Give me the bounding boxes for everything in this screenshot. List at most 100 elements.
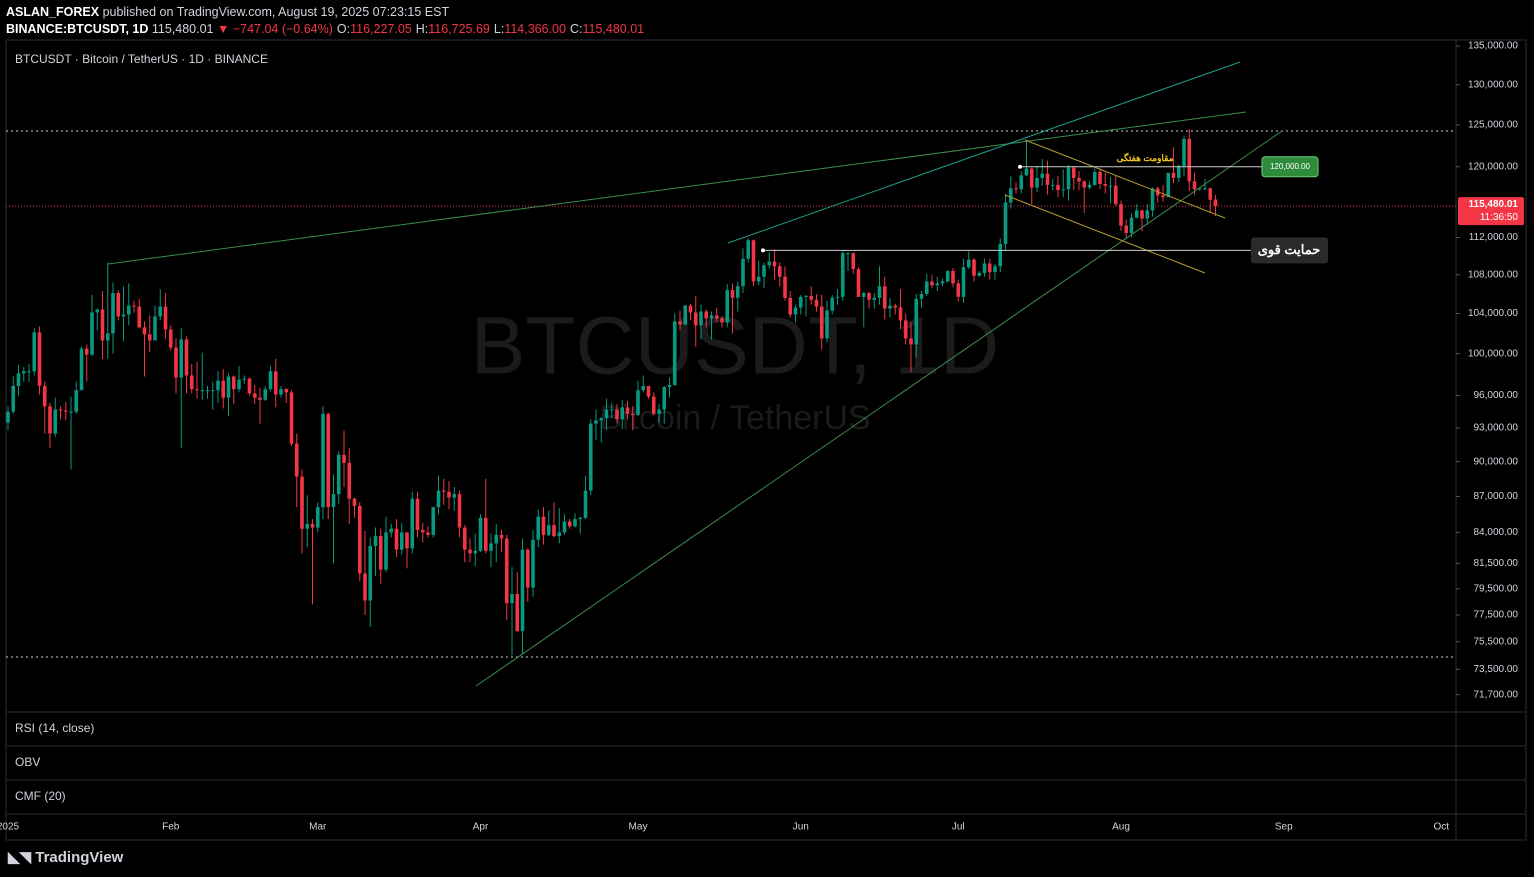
y-tick-label: 84,000.00 bbox=[1474, 527, 1519, 538]
trend-line bbox=[107, 111, 1247, 265]
price-tag bbox=[1458, 197, 1524, 226]
candle-body bbox=[777, 266, 782, 277]
candle-body bbox=[195, 389, 199, 391]
x-tick-label: Apr bbox=[473, 822, 489, 833]
candle-body bbox=[678, 321, 682, 325]
candle-body bbox=[168, 329, 173, 348]
candle-body bbox=[552, 525, 556, 537]
candle-body bbox=[473, 550, 478, 554]
candle-body bbox=[1082, 181, 1087, 188]
footer-logo: ◣◥ TradingView bbox=[8, 849, 124, 866]
candle-body bbox=[1077, 177, 1081, 182]
ohlc-key: O: bbox=[336, 22, 351, 36]
candle-body bbox=[415, 498, 420, 530]
candle-body bbox=[326, 413, 331, 508]
y-tick-label: 120,000.00 bbox=[1468, 161, 1518, 172]
candle-body bbox=[867, 292, 871, 300]
candle-body bbox=[966, 259, 971, 268]
candle-body bbox=[153, 316, 157, 341]
candle-body bbox=[1166, 172, 1171, 198]
candle-body bbox=[126, 305, 131, 315]
candle-body bbox=[683, 305, 688, 325]
ohlc-key: H: bbox=[415, 22, 429, 36]
candle-body bbox=[1119, 204, 1123, 226]
candle-body bbox=[625, 407, 630, 414]
chart-title: BTCUSDT · Bitcoin / TetherUS · 1D · BINA… bbox=[15, 52, 268, 66]
candle-body bbox=[273, 371, 278, 395]
candle-body bbox=[363, 573, 367, 601]
candle-body bbox=[525, 549, 530, 588]
candle-body bbox=[447, 491, 451, 498]
candle-body bbox=[662, 387, 667, 410]
candle-body bbox=[772, 261, 777, 267]
candle-body bbox=[48, 406, 52, 434]
candle-body bbox=[1061, 189, 1066, 191]
candle-body bbox=[79, 348, 84, 391]
candle-body bbox=[840, 253, 845, 297]
candle-body bbox=[636, 390, 640, 415]
candle-body bbox=[1008, 188, 1013, 203]
candle-body bbox=[536, 516, 541, 540]
candle-body bbox=[1035, 177, 1039, 188]
candle-body bbox=[604, 409, 609, 419]
candle-body bbox=[1108, 185, 1113, 187]
candle-body bbox=[478, 517, 483, 551]
ohlc-key: C: bbox=[569, 22, 583, 36]
candle-body bbox=[987, 263, 992, 272]
candle-body bbox=[284, 389, 289, 393]
y-tick-label: 73,500.00 bbox=[1474, 664, 1519, 675]
candle-body bbox=[342, 454, 346, 463]
candle-body bbox=[200, 390, 205, 392]
candle-body bbox=[788, 297, 793, 315]
candle-body bbox=[189, 375, 194, 390]
candle-body bbox=[336, 454, 341, 495]
indicator-label: OBV bbox=[15, 755, 40, 769]
candle-body bbox=[893, 305, 898, 308]
candle-body bbox=[630, 413, 635, 415]
candle-body bbox=[1134, 210, 1139, 218]
candle-body bbox=[583, 490, 588, 518]
candle-body bbox=[368, 545, 373, 601]
candle-body bbox=[1019, 175, 1024, 190]
candle-body bbox=[489, 543, 493, 551]
candle-body bbox=[741, 258, 745, 287]
candle-body bbox=[762, 265, 766, 277]
y-tick-label: 135,000.00 bbox=[1468, 41, 1518, 52]
candle-body bbox=[898, 307, 903, 321]
candle-body bbox=[1014, 188, 1018, 190]
channel-line bbox=[1024, 139, 1226, 219]
candle-body bbox=[504, 538, 509, 604]
candle-body bbox=[1129, 217, 1134, 233]
y-tick-label: 96,000.00 bbox=[1474, 390, 1519, 401]
candle-body bbox=[872, 297, 877, 300]
candle-body bbox=[226, 376, 231, 398]
candle-body bbox=[252, 393, 257, 398]
candle-body bbox=[158, 306, 163, 317]
candle-body bbox=[84, 348, 89, 355]
level-label: 120,000.00 bbox=[1270, 162, 1311, 171]
candle-body bbox=[856, 269, 861, 297]
candle-body bbox=[1066, 167, 1071, 190]
candle-body bbox=[237, 379, 241, 390]
candle-body bbox=[1213, 199, 1218, 207]
ohlc-key: L: bbox=[493, 22, 505, 36]
candle-body bbox=[714, 315, 719, 319]
y-tick-label: 100,000.00 bbox=[1468, 348, 1518, 359]
candle-body bbox=[982, 263, 987, 273]
candle-body bbox=[6, 411, 10, 423]
candle-body bbox=[1192, 181, 1197, 190]
candle-body bbox=[42, 385, 47, 407]
candle-body bbox=[441, 490, 446, 492]
candle-body bbox=[914, 298, 919, 345]
candle-body bbox=[357, 505, 362, 574]
trend-line bbox=[727, 61, 1241, 244]
candle-body bbox=[945, 271, 950, 282]
x-tick-label: May bbox=[629, 822, 648, 833]
candle-body bbox=[231, 376, 236, 390]
candle-body bbox=[977, 272, 982, 276]
level-label-box bbox=[1261, 156, 1319, 178]
candle-body bbox=[735, 286, 740, 298]
candle-body bbox=[221, 380, 226, 398]
y-tick-label: 81,500.00 bbox=[1474, 558, 1519, 569]
